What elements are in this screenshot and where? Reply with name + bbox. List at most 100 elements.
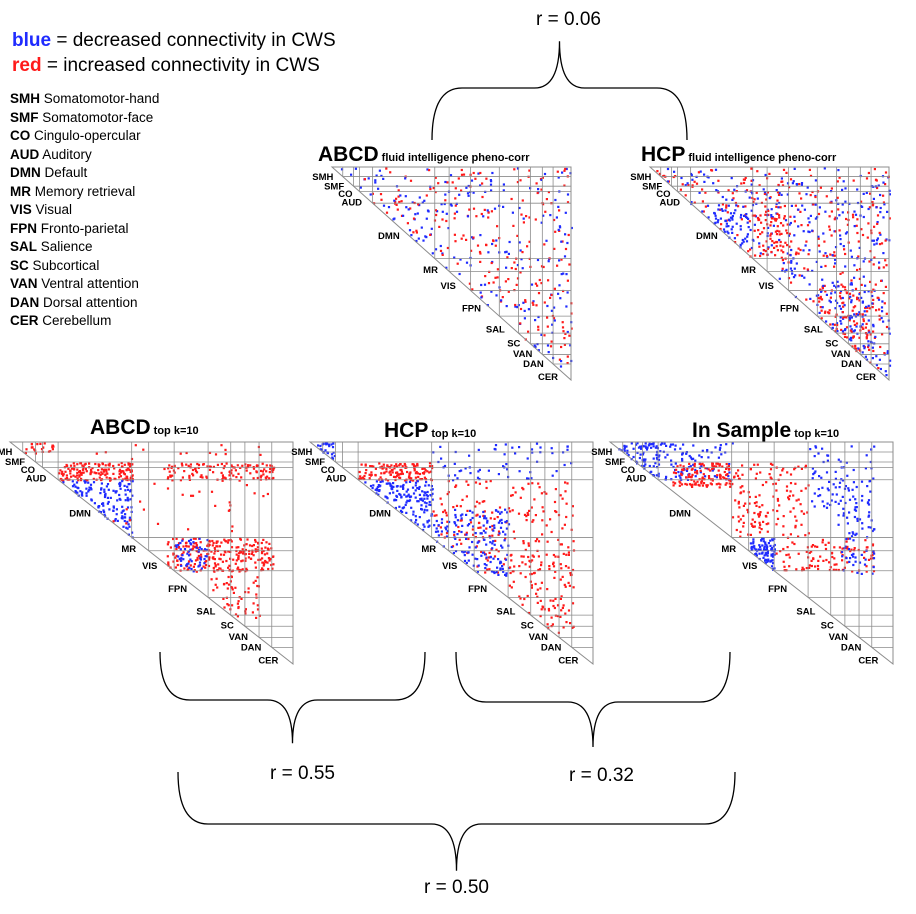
matrix-cell — [866, 236, 869, 239]
matrix-cell — [742, 490, 745, 493]
matrix-cell — [490, 570, 494, 573]
matrix-cell — [758, 218, 761, 221]
matrix-cell — [849, 329, 852, 332]
matrix-cell — [841, 550, 844, 553]
matrix-cell — [488, 270, 491, 273]
matrix-cell — [785, 268, 788, 271]
matrix-cell — [93, 502, 96, 505]
matrix-cell — [472, 207, 476, 210]
matrix-cell — [194, 559, 198, 562]
matrix-cell — [636, 442, 639, 445]
matrix-cell — [413, 468, 416, 471]
matrix-cell — [882, 252, 885, 255]
matrix-cell — [481, 182, 484, 185]
matrix-cell — [706, 467, 709, 470]
matrix-cell — [421, 201, 424, 204]
matrix-cell — [820, 298, 824, 301]
matrix-cell — [825, 471, 829, 474]
matrix-cell — [446, 181, 449, 184]
matrix-cell — [454, 516, 457, 519]
matrix-cell — [36, 443, 39, 446]
matrix-cell — [789, 215, 792, 218]
matrix-cell — [837, 568, 840, 572]
matrix-cell — [453, 233, 456, 236]
matrix-cell — [120, 465, 124, 468]
matrix-cell — [699, 471, 702, 474]
matrix-cell — [525, 215, 528, 218]
matrix-cell — [123, 519, 126, 523]
matrix-cell — [268, 477, 271, 480]
matrix-cell — [491, 511, 494, 514]
matrix-cell — [374, 488, 377, 491]
matrix-cell — [156, 522, 160, 525]
matrix-cell — [816, 564, 820, 568]
matrix-cell — [261, 561, 264, 564]
matrix-cell — [101, 463, 104, 466]
matrix-cell — [116, 499, 119, 502]
matrix-cell — [571, 505, 574, 508]
matrix-cell — [434, 191, 437, 194]
abbr-code: CER — [10, 313, 39, 328]
matrix-cell — [195, 570, 198, 573]
matrix-cell — [674, 462, 677, 465]
matrix-cell — [365, 469, 368, 472]
matrix-cell — [805, 298, 808, 301]
matrix-cell — [835, 563, 838, 566]
matrix-cell — [69, 464, 73, 467]
matrix-cell — [839, 242, 842, 246]
matrix-cell — [172, 537, 175, 541]
matrix-cell — [262, 473, 265, 476]
matrix-cell — [883, 302, 886, 305]
matrix-cell — [105, 476, 108, 479]
matrix-cell — [842, 305, 845, 308]
matrix-cell — [781, 469, 784, 472]
matrix-cell — [568, 584, 571, 587]
matrix-cell — [844, 232, 848, 235]
matrix-cell — [81, 494, 84, 497]
matrix-cell — [869, 557, 873, 560]
matrix-cell — [272, 476, 275, 480]
matrix-cell — [860, 296, 863, 299]
matrix-cell — [873, 225, 876, 228]
matrix-cell — [167, 476, 170, 479]
matrix-cell — [854, 498, 857, 501]
matrix-cell — [737, 477, 741, 480]
matrix-cell — [846, 474, 849, 477]
matrix-cell — [782, 262, 785, 265]
matrix-cell — [855, 224, 858, 227]
network-label: SAL — [804, 325, 823, 336]
matrix-cell — [228, 564, 231, 567]
matrix-cell — [125, 475, 128, 478]
matrix-cell — [489, 541, 492, 544]
matrix-cell — [850, 328, 853, 331]
matrix-cell — [180, 559, 183, 562]
matrix-cell — [823, 284, 826, 287]
matrix-cell — [677, 471, 680, 474]
matrix-cell — [491, 524, 494, 528]
brace-abcd-insample — [177, 771, 736, 871]
matrix-cell — [40, 448, 44, 451]
matrix-cell — [491, 542, 494, 545]
matrix-cell — [856, 517, 859, 520]
matrix-cell — [808, 566, 811, 569]
matrix-cell — [393, 465, 396, 468]
matrix-cell — [461, 524, 464, 527]
matrix-cell — [495, 571, 498, 574]
matrix-cell — [743, 178, 746, 181]
matrix-cell — [760, 221, 763, 224]
matrix-cell — [217, 563, 220, 566]
matrix-cell — [839, 238, 842, 241]
matrix-cell — [811, 500, 814, 503]
matrix-cell — [772, 568, 775, 571]
matrix-cell — [571, 626, 574, 629]
matrix-cell — [446, 525, 449, 528]
matrix-cell — [465, 531, 468, 534]
matrix-cell — [189, 564, 192, 567]
matrix-cell — [124, 499, 127, 502]
matrix-cell — [856, 268, 859, 272]
matrix-cell — [527, 513, 530, 516]
matrix-cell — [884, 370, 887, 373]
matrix-cell — [658, 172, 661, 175]
matrix-cell — [411, 201, 414, 204]
matrix-cell — [402, 483, 405, 487]
